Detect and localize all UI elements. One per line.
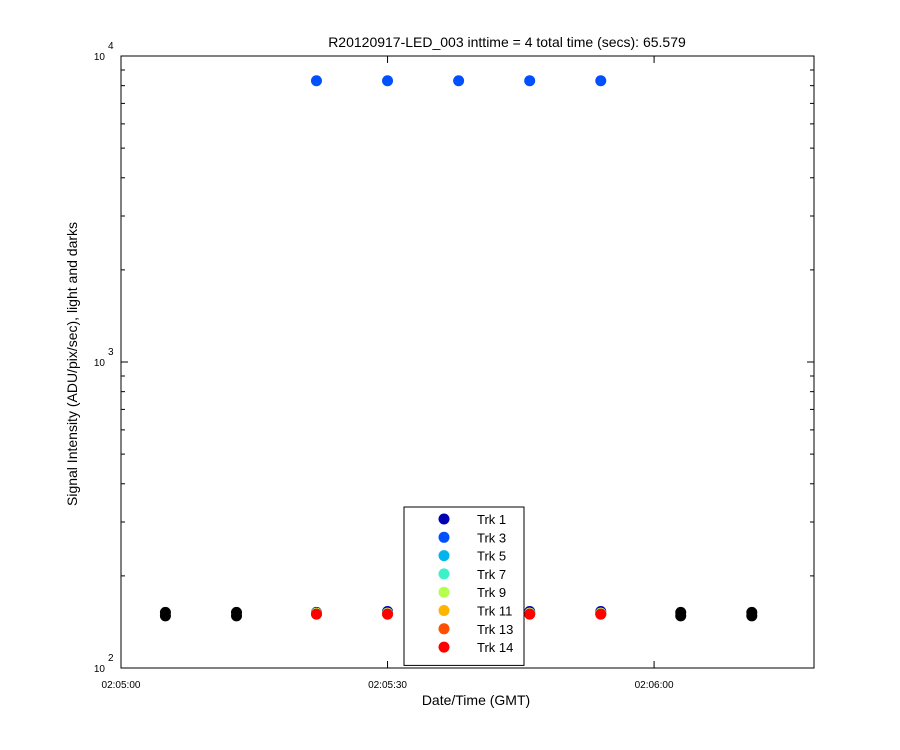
legend-box <box>403 506 525 666</box>
chart-title: R20120917-LED_003 inttime = 4 total time… <box>328 34 686 50</box>
legend-entry-label: Trk 7 <box>477 567 506 582</box>
data-point <box>382 608 394 620</box>
legend-entry-label: Trk 5 <box>477 549 506 564</box>
data-point <box>595 608 607 620</box>
data-point <box>524 608 536 620</box>
legend-entry-label: Trk 3 <box>477 530 506 545</box>
y-axis-label: Signal Intensity (ADU/pix/sec), light an… <box>64 222 80 506</box>
x-tick-label: 02:05:00 <box>102 680 141 691</box>
legend-entry-label: Trk 14 <box>477 640 513 655</box>
legend-marker <box>438 531 450 543</box>
data-point <box>524 75 536 87</box>
data-point <box>310 608 322 620</box>
dark-point <box>231 606 242 618</box>
y-tick-exponent: 3 <box>108 347 114 358</box>
legend-marker <box>438 641 450 653</box>
data-point <box>382 75 394 87</box>
y-tick-label: 10 <box>94 358 106 369</box>
dark-point <box>159 606 171 618</box>
y-tick-exponent: 2 <box>108 653 114 664</box>
y-tick-exponent: 4 <box>108 41 114 52</box>
data-point <box>595 75 607 87</box>
legend-entry-label: Trk 11 <box>477 604 512 619</box>
y-tick-label: 10 <box>94 52 106 63</box>
legend-marker <box>438 513 450 525</box>
legend-marker <box>438 623 450 635</box>
legend-marker <box>438 568 450 580</box>
legend-entry-label: Trk 9 <box>477 585 506 600</box>
data-point <box>310 75 322 87</box>
dark-point <box>675 606 687 618</box>
data-point <box>453 75 465 87</box>
legend-entry-label: Trk 13 <box>477 622 513 637</box>
dark-point <box>746 606 758 618</box>
x-tick-label: 02:06:00 <box>635 680 674 691</box>
legend: Trk 1 Trk 3 Trk 5 Trk 7 Trk 9 Trk 11 Trk 13 Trk… <box>403 506 525 666</box>
x-axis-label: Date/Time (GMT) <box>422 692 530 708</box>
legend-marker <box>438 605 450 616</box>
legend-marker <box>438 586 450 598</box>
axis-ticks <box>120 55 814 669</box>
legend-marker <box>438 550 450 562</box>
x-tick-label: 02:05:30 <box>368 680 407 691</box>
legend-entry-label: Trk 1 <box>477 512 506 527</box>
y-tick-label: 10 <box>94 664 106 675</box>
